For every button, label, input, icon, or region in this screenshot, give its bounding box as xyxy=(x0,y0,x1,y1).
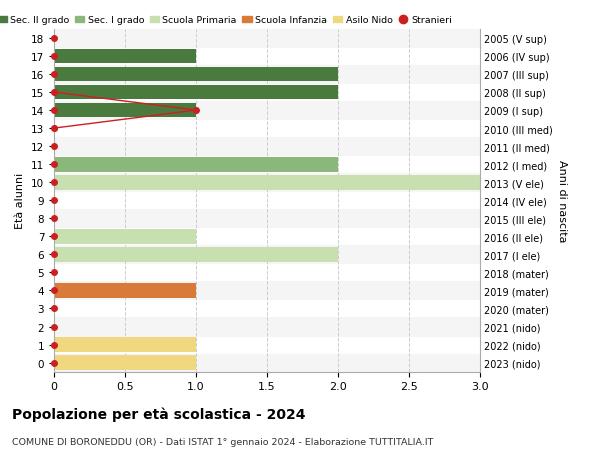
Bar xyxy=(54,230,196,244)
Bar xyxy=(54,318,480,336)
Bar xyxy=(54,175,480,190)
Bar xyxy=(54,246,480,264)
Bar xyxy=(54,103,196,118)
Bar xyxy=(54,354,480,372)
Bar xyxy=(54,50,196,64)
Bar xyxy=(54,85,338,100)
Bar xyxy=(54,355,196,370)
Bar xyxy=(54,174,480,192)
Bar xyxy=(54,283,196,298)
Bar xyxy=(54,247,338,262)
Bar xyxy=(54,337,196,352)
Text: COMUNE DI BORONEDDU (OR) - Dati ISTAT 1° gennaio 2024 - Elaborazione TUTTITALIA.: COMUNE DI BORONEDDU (OR) - Dati ISTAT 1°… xyxy=(12,437,433,446)
Text: Popolazione per età scolastica - 2024: Popolazione per età scolastica - 2024 xyxy=(12,406,305,421)
Bar xyxy=(54,282,480,300)
Bar xyxy=(54,67,338,82)
Bar xyxy=(54,210,480,228)
Legend: Sec. II grado, Sec. I grado, Scuola Primaria, Scuola Infanzia, Asilo Nido, Stran: Sec. II grado, Sec. I grado, Scuola Prim… xyxy=(0,12,455,29)
Y-axis label: Età alunni: Età alunni xyxy=(16,173,25,229)
Y-axis label: Anni di nascita: Anni di nascita xyxy=(557,160,567,242)
Bar xyxy=(54,157,338,172)
Bar xyxy=(54,138,480,156)
Bar xyxy=(54,102,480,120)
Bar xyxy=(54,66,480,84)
Bar xyxy=(54,30,480,48)
